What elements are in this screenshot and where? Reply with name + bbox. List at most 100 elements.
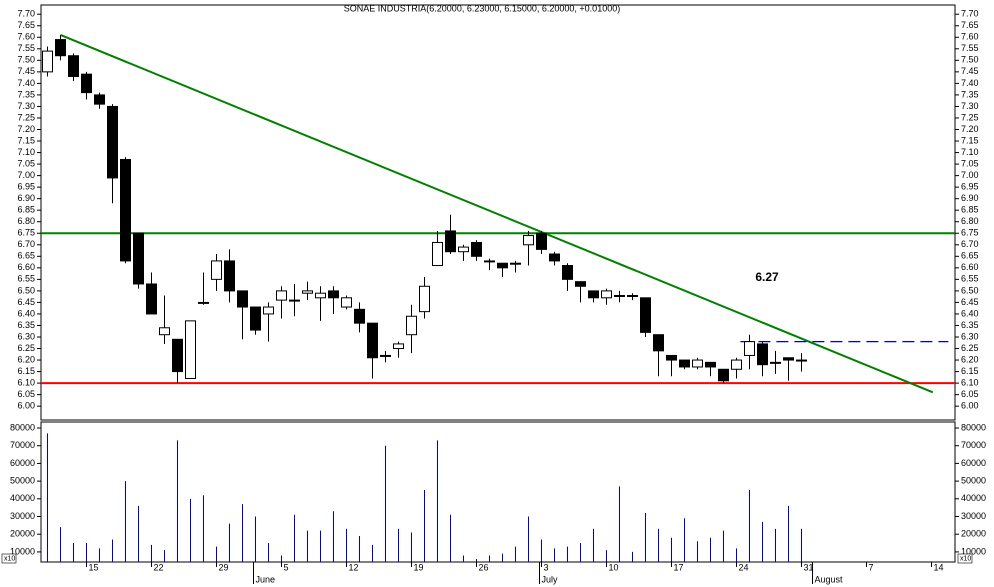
y-tick-label: 30000 [10,511,35,521]
y-tick-label: 60000 [961,458,986,468]
y-tick-label: 7.35 [17,89,35,99]
candle-body [627,295,638,297]
y-tick-label: 6.45 [961,297,979,307]
y-tick-label: 7.50 [961,55,979,65]
y-tick-label: 80000 [961,422,986,432]
y-tick-label: 40000 [10,493,35,503]
y-tick-label: 6.25 [17,343,35,353]
candle-body [107,105,118,179]
x-tick-label: 10 [609,562,619,572]
unit-box [957,553,973,564]
candle-body [380,354,391,357]
y-tick-label: 6.45 [17,297,35,307]
y-tick-label: 80000 [10,422,35,432]
candle-body [679,359,690,368]
y-tick-label: 70000 [10,440,35,450]
candle-body [315,292,326,299]
unit-label: x10 [4,555,15,562]
x-tick-label: 31 [804,562,814,572]
y-tick-label: 7.55 [961,43,979,53]
candle-body [731,359,742,370]
candle-body [263,306,274,315]
volume-panel [40,421,956,563]
x-tick-label: 5 [284,562,289,572]
y-tick-label: 40000 [961,493,986,503]
y-tick-label: 6.35 [17,320,35,330]
y-tick-label: 7.10 [961,147,979,157]
x-tick-label: 7 [869,562,874,572]
y-tick-label: 6.80 [961,216,979,226]
y-tick-label: 6.35 [961,320,979,330]
candle-body [237,290,248,308]
x-tick-label: 12 [349,562,359,572]
y-tick-label: 6.65 [961,251,979,261]
candle-body [692,359,703,368]
candle-body [302,290,313,294]
month-label: July [542,574,559,584]
y-tick-label: 6.75 [17,228,35,238]
candle-body [744,341,755,356]
candle-body [55,39,66,57]
y-tick-label: 7.70 [961,9,979,19]
price-panel [40,4,956,421]
month-label: August [815,574,844,584]
candle-body [757,343,768,366]
candle-body [341,297,352,308]
y-tick-label: 50000 [10,475,35,485]
candle-body [796,359,807,362]
y-tick-label: 6.10 [961,377,979,387]
candle-body [289,299,300,302]
y-tick-label: 6.30 [17,331,35,341]
candle-body [367,322,378,359]
candle-body [718,368,729,382]
y-tick-label: 7.25 [17,112,35,122]
y-tick-label: 6.75 [961,228,979,238]
y-tick-label: 6.20 [17,354,35,364]
x-tick-label: 19 [414,562,424,572]
y-tick-label: 7.65 [17,20,35,30]
candle-body [328,290,339,299]
candle-body [510,262,521,265]
candle-body [42,50,53,73]
x-tick-label: 29 [219,562,229,572]
candle-body [445,230,456,253]
candle-body [575,281,586,287]
y-tick-label: 7.40 [961,78,979,88]
candle-body [614,295,625,297]
candle-body [185,320,196,380]
candle-body [484,260,495,263]
y-tick-label: 7.30 [961,101,979,111]
y-tick-label: 20000 [10,529,35,539]
x-tick-label: 26 [479,562,489,572]
candle-body [393,343,404,350]
candle-body [458,246,469,253]
y-tick-label: 6.05 [17,389,35,399]
y-tick-label: 6.25 [961,343,979,353]
y-tick-label: 10000 [961,546,986,556]
candle-body [770,361,781,364]
y-tick-label: 7.30 [17,101,35,111]
y-tick-label: 6.90 [17,193,35,203]
candle-body [276,290,287,301]
y-tick-label: 6.70 [17,239,35,249]
candle-body [159,327,170,336]
y-tick-label: 6.55 [961,274,979,284]
y-tick-label: 7.45 [17,66,35,76]
y-tick-label: 7.40 [17,78,35,88]
y-tick-label: 7.60 [17,32,35,42]
unit-label: x10 [960,555,971,562]
y-tick-label: 7.60 [961,32,979,42]
x-tick-label: 17 [674,562,684,572]
y-tick-label: 6.50 [961,285,979,295]
x-tick-label: 22 [154,562,164,572]
y-tick-label: 7.15 [961,135,979,145]
candle-body [172,338,183,373]
candle-body [419,285,430,313]
candle-body [653,334,664,352]
candle-body [588,290,599,299]
candle-body [94,94,105,105]
y-tick-label: 7.00 [17,170,35,180]
y-tick-label: 6.10 [17,377,35,387]
